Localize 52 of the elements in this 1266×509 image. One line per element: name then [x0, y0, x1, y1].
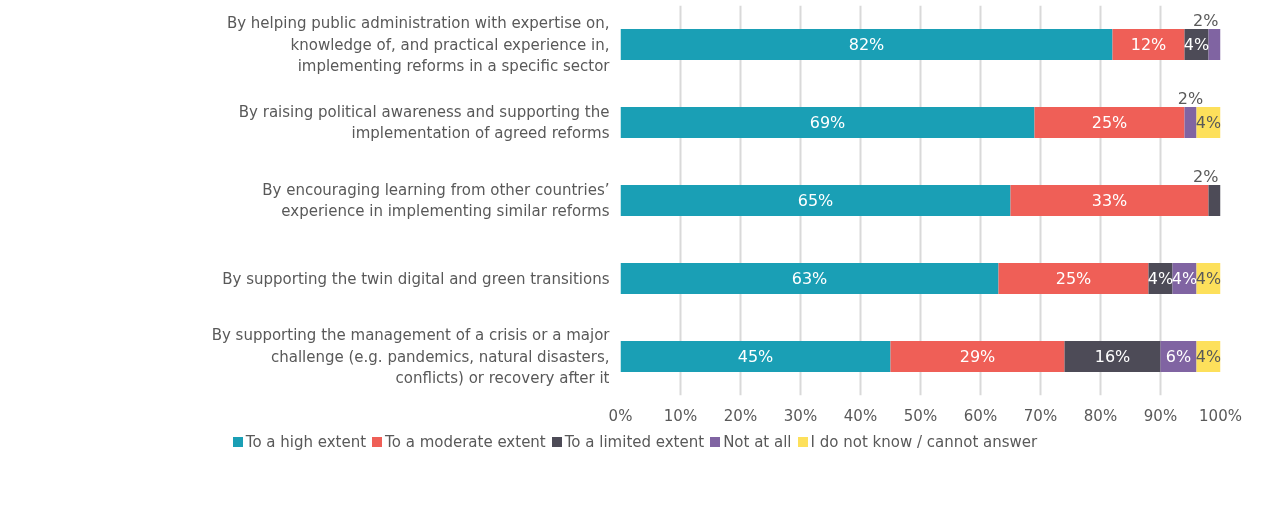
- x-tick-label: 40%: [843, 406, 878, 425]
- bar: [620, 106, 1035, 139]
- legend-label: I do not know / cannot answer: [810, 433, 1038, 451]
- x-tick-label: 10%: [663, 406, 698, 425]
- legend-label: To a moderate extent: [385, 433, 546, 451]
- legend-label: To a high extent: [245, 433, 367, 451]
- x-tick-label: 90%: [1143, 406, 1178, 425]
- bar: [1064, 340, 1161, 373]
- x-tick-label: 60%: [963, 406, 998, 425]
- y-tick-label: By supporting the twin digital and green transitions: [222, 269, 610, 288]
- legend-label: To a limited extent: [564, 433, 705, 451]
- bar: [620, 262, 999, 295]
- data-label: 12%: [1130, 35, 1167, 54]
- x-tick-label: 100%: [1199, 406, 1242, 425]
- y-tick-label: By raising political awareness and supporting the implementation of agreed reforms: [238, 102, 610, 143]
- data-label: 2%: [1193, 167, 1219, 186]
- y-tick-label: By supporting the management of a crisis or a major challenge (e.g. pandemics, natural disasters, conflicts) or recovery after it: [211, 325, 611, 388]
- data-label: 82%: [848, 35, 885, 54]
- data-label: 4%: [1147, 269, 1174, 288]
- x-tick-label: 30%: [783, 406, 818, 425]
- y-tick-label: By helping public administration with expertise on, knowledge of, and practical experience in, implementing reforms in a specific sector: [226, 13, 611, 76]
- y-tick-label: By encouraging learning from other countries’ experience in implementing similar reforms: [262, 180, 610, 221]
- bar: [1010, 184, 1209, 217]
- data-label: 16%: [1094, 347, 1131, 366]
- bar: [1208, 184, 1221, 217]
- data-label: 2%: [1193, 11, 1219, 30]
- data-label: 65%: [797, 191, 834, 210]
- data-label: 4%: [1183, 35, 1210, 54]
- bar: [1208, 28, 1221, 61]
- data-label: 69%: [809, 113, 846, 132]
- bar: [1112, 28, 1185, 61]
- bar: [1034, 106, 1185, 139]
- data-label: 25%: [1091, 113, 1128, 132]
- bar: [1184, 106, 1197, 139]
- bar: [620, 184, 1011, 217]
- x-tick-label: 80%: [1083, 406, 1118, 425]
- data-label: 25%: [1055, 269, 1092, 288]
- data-label: 45%: [737, 347, 774, 366]
- x-tick-label: 20%: [723, 406, 758, 425]
- x-tick-label: 70%: [1023, 406, 1058, 425]
- data-label: 29%: [959, 347, 996, 366]
- data-label: 6%: [1165, 347, 1192, 366]
- data-label: 33%: [1091, 191, 1128, 210]
- x-tick-label: 0%: [608, 406, 633, 425]
- data-label: 63%: [791, 269, 828, 288]
- x-tick-label: 50%: [903, 406, 938, 425]
- bar: [620, 340, 891, 373]
- bar: [620, 28, 1113, 61]
- bar: [890, 340, 1065, 373]
- data-label: 2%: [1177, 89, 1204, 108]
- legend-label: Not at all: [723, 433, 792, 451]
- bar: [998, 262, 1149, 295]
